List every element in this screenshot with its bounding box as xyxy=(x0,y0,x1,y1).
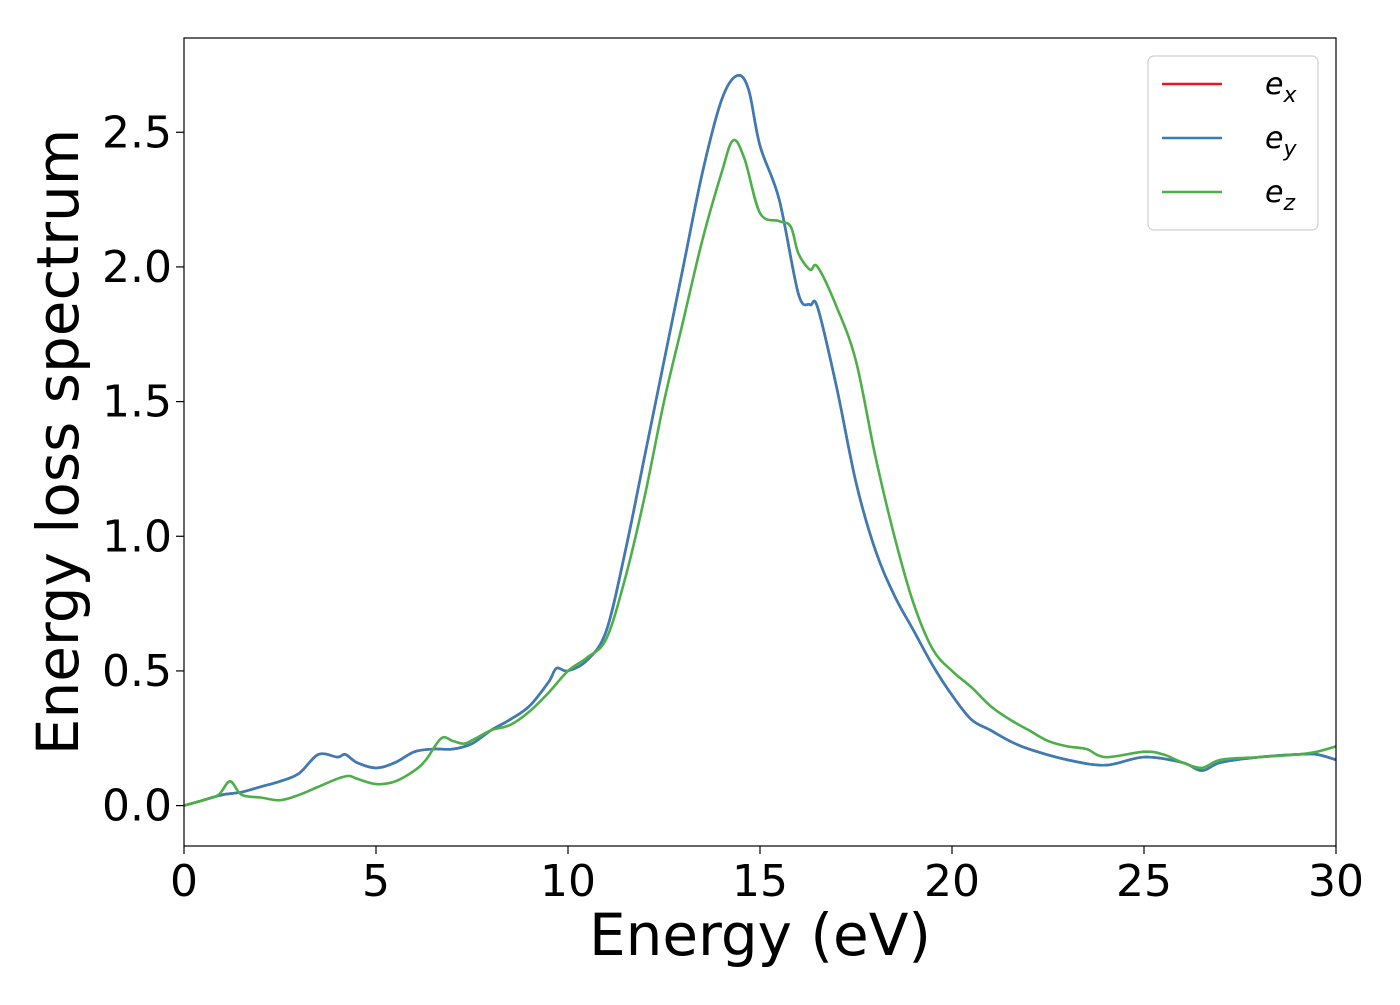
x-tick-label: 10 xyxy=(540,856,596,907)
y-axis-ticks: 0.0 0.5 1.0 1.5 2.0 2.5 xyxy=(102,107,184,832)
y-axis-title: Energy loss spectrum xyxy=(24,129,92,755)
x-tick-label: 30 xyxy=(1308,856,1364,907)
y-tick-label: 2.5 xyxy=(102,107,172,158)
y-tick-label: 1.0 xyxy=(102,511,172,562)
y-tick-label: 1.5 xyxy=(102,377,172,428)
x-tick-label: 0 xyxy=(170,856,198,907)
series-line-y xyxy=(183,73,1337,807)
x-axis-ticks: 0 5 10 15 20 25 30 xyxy=(170,846,1364,907)
y-tick-label: 0.0 xyxy=(102,781,172,832)
x-axis-title: Energy (eV) xyxy=(589,901,931,969)
x-tick-label: 15 xyxy=(732,856,788,907)
y-tick-label: 2.0 xyxy=(102,242,172,293)
x-tick-label: 20 xyxy=(924,856,980,907)
x-tick-label: 25 xyxy=(1116,856,1172,907)
legend-box xyxy=(1147,55,1319,231)
x-tick-label: 5 xyxy=(362,856,390,907)
series-layer xyxy=(183,73,1337,807)
y-tick-label: 0.5 xyxy=(102,646,172,697)
series-line-z xyxy=(183,138,1337,807)
